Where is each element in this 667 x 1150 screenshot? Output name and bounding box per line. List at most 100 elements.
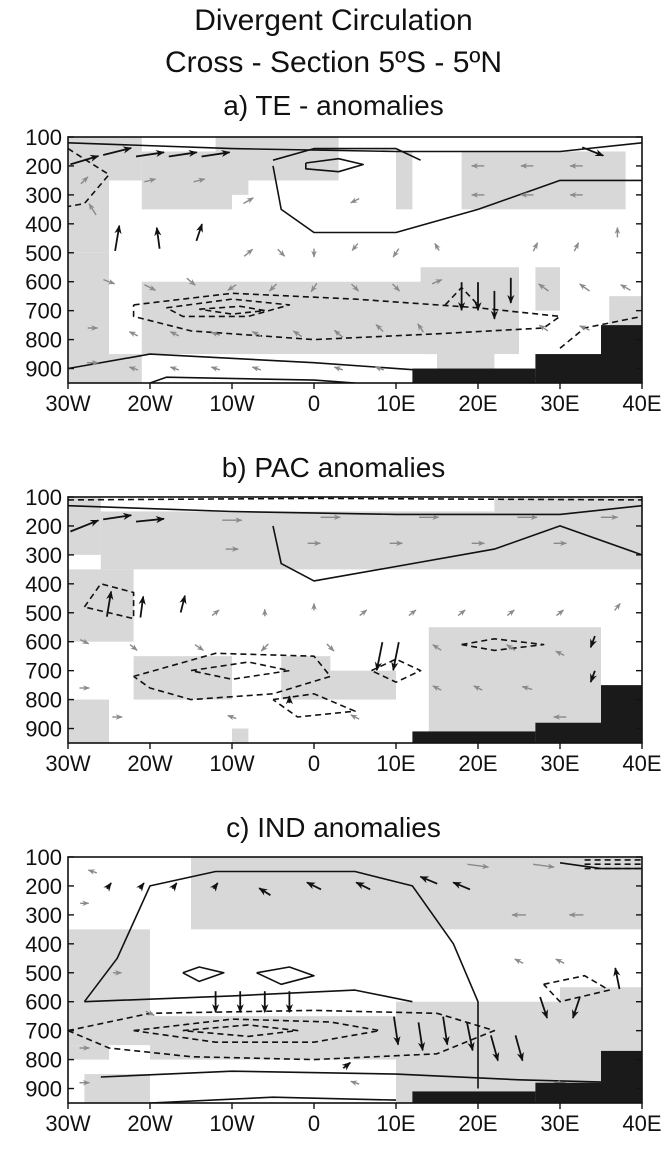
panel-b-contour-dashed (83, 583, 135, 620)
panel-a-vector-significant (135, 149, 165, 158)
panel-b-y-tick-label: 900 (25, 717, 62, 742)
panel-a-y-tick-label: 300 (25, 183, 62, 208)
panel-a-y-tick-label: 600 (25, 270, 62, 295)
panel-c-vector (467, 863, 490, 870)
panel-a-shaded-region (109, 137, 142, 181)
panel-c-vector-significant (258, 887, 271, 896)
panel-c-contour-dashed (133, 1018, 381, 1043)
panel-b-x-tick-label: 10E (376, 751, 415, 775)
panel-c-vector-significant (466, 1022, 475, 1052)
panel-a-vector (227, 284, 237, 291)
panel-a-shaded-region (396, 151, 413, 210)
panel-a-vector (210, 366, 221, 372)
panel-a-vector (351, 243, 359, 252)
panel-c-vector-significant (613, 967, 621, 990)
panel-b-shaded-region (232, 728, 249, 743)
panel-c-y-tick-label: 200 (25, 874, 62, 899)
panel-c-shaded-region (150, 1016, 396, 1060)
panel-c-vector-significant (417, 1022, 426, 1052)
panel-a-x-tick-label: 0 (308, 391, 320, 415)
panel-a-vector-significant (154, 226, 162, 249)
panel-a-vector (434, 242, 441, 251)
panel-a-x-tick-label: 20W (127, 391, 172, 415)
panel-c-vector-significant (419, 875, 438, 885)
panel-b-x-tick-label: 20E (458, 751, 497, 775)
panel-c-vector-significant (452, 881, 471, 891)
panel-b-vector (211, 609, 220, 617)
panel-b-title: b) PAC anomalies (221, 452, 446, 483)
panel-c-topography (601, 1050, 642, 1103)
panel-a-contour-solid (272, 165, 642, 234)
panel-b-shaded-region (330, 670, 396, 700)
panel-c-contour-solid (83, 870, 479, 1089)
panel-b-vector (326, 643, 335, 652)
panel-a-y-tick-label: 100 (25, 125, 62, 150)
panel-c-vector-significant (514, 1035, 524, 1062)
panel-a-vector (243, 248, 254, 257)
panel-a-vector-significant (168, 149, 198, 158)
panel-b-vector-significant (391, 642, 400, 672)
panel-a-shaded-region (68, 354, 142, 383)
panel-a-vector-significant (195, 223, 203, 242)
panel-a-vector (88, 203, 97, 216)
panel-b-chart: 100 200 300 400 500 600 700 800 900 30W 20W 10W 0 10E… (25, 485, 661, 775)
panel-b-y-tick-label: 500 (25, 601, 62, 626)
figure-title-line-2: Cross - Section 5ºS - 5ºN (164, 46, 503, 79)
panel-c-chart: 100 200 300 400 500 600 700 800 900 30W 20W 10W 0 10E… (25, 845, 661, 1135)
panel-c-vector-significant (209, 882, 219, 892)
panel-c-y-tick-label: 100 (25, 845, 62, 870)
panel-a-vector (292, 330, 303, 338)
panel-a-vector (169, 366, 180, 372)
panel-b-vector-significant (589, 635, 597, 649)
panel-b-vector (457, 609, 466, 617)
panel-b-frame (67, 496, 643, 744)
panel-b-x-tick-label: 0 (308, 751, 320, 775)
panel-c-vector (350, 1080, 360, 1086)
panel-b-vector-significant (135, 516, 165, 524)
panel-a-vector (251, 331, 262, 338)
panel-c-contour-solid (182, 966, 225, 983)
panel-b-vector (260, 643, 269, 652)
panel-b-topography (535, 722, 601, 743)
panel-b-contour-dashed (68, 497, 642, 501)
panel-c-vector-significant (572, 996, 581, 1019)
panel-c-contour-dashed (182, 1024, 299, 1038)
panel-c-contour-dashed (68, 1009, 496, 1061)
panel-a-x-tick-label: 30E (540, 391, 579, 415)
panel-c-vector (145, 1010, 155, 1017)
panel-b-vector-significant (106, 590, 114, 617)
panel-b-shaded-region (133, 656, 232, 700)
panel-b-y-tick-label: 600 (25, 630, 62, 655)
panel-b-vector (227, 714, 237, 721)
panel-b-vector (79, 638, 90, 645)
panel-a-vector (351, 283, 359, 292)
panel-c-topography (535, 1082, 601, 1103)
panel-b-shaded-region (68, 569, 134, 642)
panel-c-vector-significant (393, 1016, 401, 1046)
panel-c-x-tick-label: 20W (127, 1111, 172, 1135)
panel-b-topography (601, 685, 642, 743)
panel-b-vector (556, 609, 565, 617)
panel-a-topography (601, 325, 642, 383)
panel-a-vector (80, 176, 89, 185)
panel-a-y-tick-label: 200 (25, 154, 62, 179)
panel-a-vector (186, 277, 196, 286)
panel-c-shaded-region (191, 857, 642, 930)
panel-b-vector (473, 685, 483, 692)
panel-c-y-tick-label: 400 (25, 932, 62, 957)
panel-c-contour-solid (149, 1096, 397, 1103)
panel-a-vector-significant (70, 154, 100, 166)
panel-a-y-tick-label: 800 (25, 328, 62, 353)
panel-c-vector-significant (341, 1061, 352, 1071)
figure-title-line-1: Divergent Circulation (194, 4, 473, 37)
panel-b-vector (521, 685, 533, 692)
panel-c-title: c) IND anomalies (226, 812, 441, 843)
panel-c-y-tick-label: 600 (25, 990, 62, 1015)
panel-a-contour-dashed (132, 292, 561, 341)
panel-c-vector (514, 958, 524, 965)
panel-b-contour-solid (272, 525, 642, 582)
panel-c-x-tick-label: 20E (458, 1111, 497, 1135)
panel-a-x-tick-label: 30W (45, 391, 90, 415)
panel-a-topography (535, 354, 601, 383)
panel-c-y-tick-label: 300 (25, 903, 62, 928)
